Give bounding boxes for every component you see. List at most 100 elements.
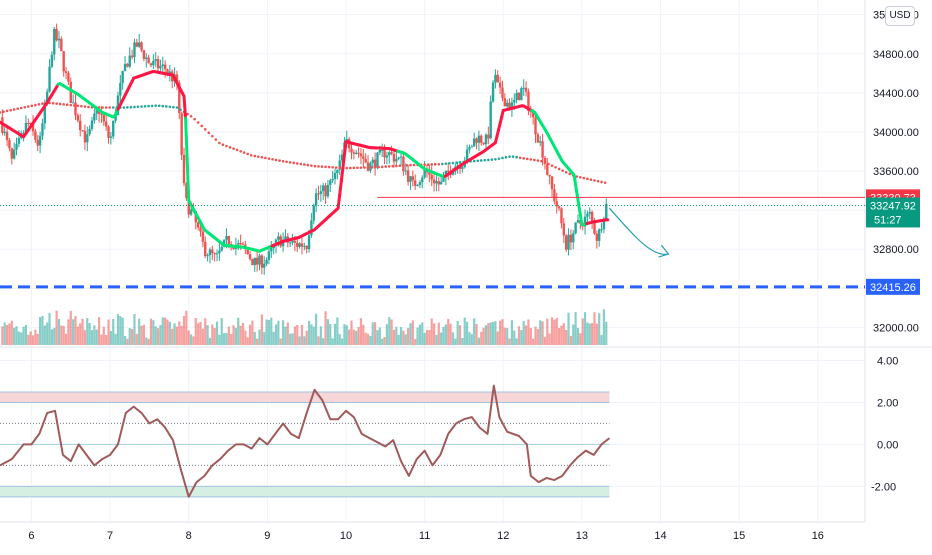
sma-dot xyxy=(384,165,387,168)
sma-dot xyxy=(374,166,377,169)
sma-dot xyxy=(303,163,306,166)
volume-bar xyxy=(473,318,475,345)
candle-body xyxy=(548,175,550,177)
volume-bar xyxy=(355,331,357,345)
candle-body xyxy=(558,206,560,208)
candle-body xyxy=(360,153,362,156)
sma-dot xyxy=(130,106,133,109)
candle-body xyxy=(518,93,520,100)
candle-body xyxy=(37,140,39,146)
volume-bar xyxy=(11,321,13,345)
volume-bar xyxy=(492,322,494,345)
volume-bar xyxy=(308,321,310,345)
volume-bar xyxy=(157,328,159,345)
candle-body xyxy=(51,55,53,67)
volume-bar xyxy=(143,325,145,345)
volume-bar xyxy=(329,324,331,345)
volume-bar xyxy=(258,330,260,345)
candle-body xyxy=(433,180,435,184)
volume-bar xyxy=(72,319,74,345)
candle-body xyxy=(534,117,536,134)
volume-bar xyxy=(516,338,518,345)
volume-bar xyxy=(310,324,312,345)
volume-bar xyxy=(110,331,112,345)
volume-bar xyxy=(483,328,485,345)
candle-body xyxy=(225,236,227,240)
volume-bar xyxy=(249,325,251,345)
volume-bar xyxy=(435,335,437,345)
sma-dot xyxy=(413,164,416,167)
candle-body xyxy=(372,160,374,163)
volume-bar xyxy=(280,338,282,345)
sma-dot xyxy=(356,166,359,169)
candle-body xyxy=(492,83,494,102)
candle-body xyxy=(157,59,159,68)
sma-dot xyxy=(406,164,409,167)
candle-body xyxy=(537,134,539,142)
projection-arrow[interactable] xyxy=(609,208,668,257)
volume-bar xyxy=(414,339,416,345)
volume-bar xyxy=(426,330,428,345)
volume-bar xyxy=(487,323,489,345)
price-tick-label: 34800.00 xyxy=(873,49,919,61)
sma-dot xyxy=(402,164,405,167)
volume-bar xyxy=(475,324,477,345)
sma-dot xyxy=(593,179,596,182)
volume-bar xyxy=(315,314,317,345)
candlesticks[interactable] xyxy=(1,24,607,275)
candle-body xyxy=(489,102,491,139)
volume-bar xyxy=(202,329,204,345)
sma-dot xyxy=(547,163,550,166)
volume-bar xyxy=(263,332,265,345)
candle-body xyxy=(105,121,107,126)
volume-bar xyxy=(508,338,510,345)
volume-bar xyxy=(112,319,114,345)
candle-body xyxy=(598,229,600,241)
candle-body xyxy=(317,193,319,194)
candle-body xyxy=(525,88,527,92)
sma-dot xyxy=(292,162,295,165)
ema-segment xyxy=(577,195,579,205)
volume-bar xyxy=(301,325,303,345)
time-tick-label: 15 xyxy=(733,530,745,542)
sma-dot xyxy=(476,159,479,162)
horizontal-lines[interactable] xyxy=(0,197,865,286)
currency-button[interactable]: USD xyxy=(885,6,915,26)
sma-dot xyxy=(459,161,462,164)
sma-dot xyxy=(55,102,58,105)
volume-bar xyxy=(18,332,20,345)
candle-body xyxy=(150,63,152,65)
volume-bar xyxy=(523,321,525,345)
candle-body xyxy=(421,177,423,182)
candle-body xyxy=(202,232,204,242)
volume-bar xyxy=(15,326,17,345)
volume-bar xyxy=(449,324,451,345)
sma-dot xyxy=(498,157,501,160)
volume-bar xyxy=(1,326,3,345)
sma-dot xyxy=(363,166,366,169)
volume-bar xyxy=(244,330,246,345)
sma-dot xyxy=(27,105,30,108)
volume-bar xyxy=(551,317,553,345)
candle-body xyxy=(145,58,147,59)
volume-bar xyxy=(494,321,496,345)
sma-dot xyxy=(583,177,586,180)
volume-bar xyxy=(228,327,230,345)
volume-bar xyxy=(58,319,60,345)
candle-body xyxy=(254,258,256,265)
sma-dot xyxy=(218,142,221,145)
volume-bar xyxy=(546,319,548,345)
candle-body xyxy=(494,75,496,83)
sma-dot xyxy=(229,146,232,149)
volume-bar xyxy=(107,320,109,345)
sma-dot xyxy=(137,105,140,108)
candle-body xyxy=(428,173,430,175)
volume-bar xyxy=(360,318,362,345)
volume-bar xyxy=(34,330,36,345)
candle-body xyxy=(376,153,378,168)
sma-dot xyxy=(307,164,310,167)
volume-bar xyxy=(558,328,560,345)
candle-body xyxy=(482,143,484,145)
volume-bar xyxy=(291,333,293,345)
